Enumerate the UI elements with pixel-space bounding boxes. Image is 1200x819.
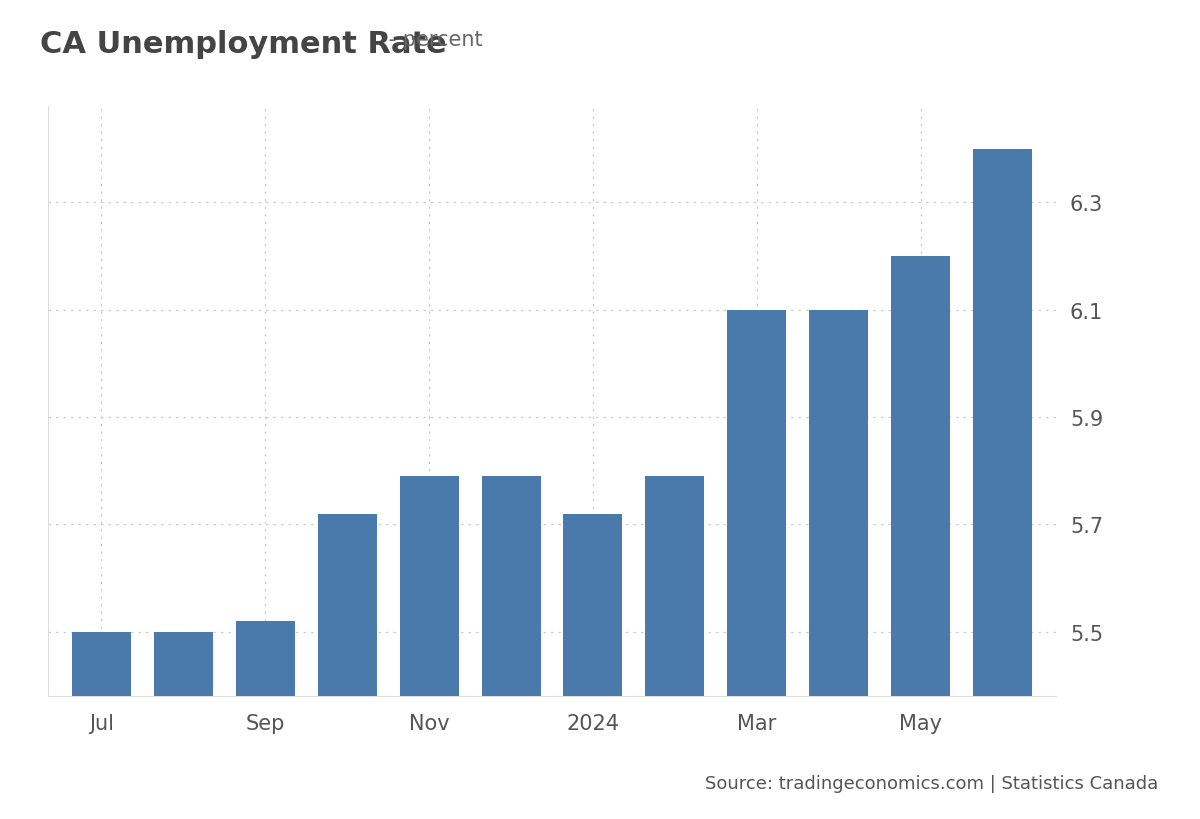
Bar — [892, 256, 950, 696]
Bar — [646, 477, 704, 696]
Bar — [564, 514, 623, 696]
Bar — [154, 631, 212, 696]
Bar — [235, 621, 295, 696]
Bar — [809, 310, 869, 696]
Text: Source: tradingeconomics.com | Statistics Canada: Source: tradingeconomics.com | Statistic… — [704, 774, 1158, 792]
Text: - percent: - percent — [382, 30, 482, 50]
Bar — [318, 514, 377, 696]
Text: CA Unemployment Rate: CA Unemployment Rate — [40, 30, 446, 59]
Bar — [727, 310, 786, 696]
Bar — [481, 477, 540, 696]
Bar — [973, 149, 1032, 696]
Bar — [400, 477, 458, 696]
Bar — [72, 631, 131, 696]
